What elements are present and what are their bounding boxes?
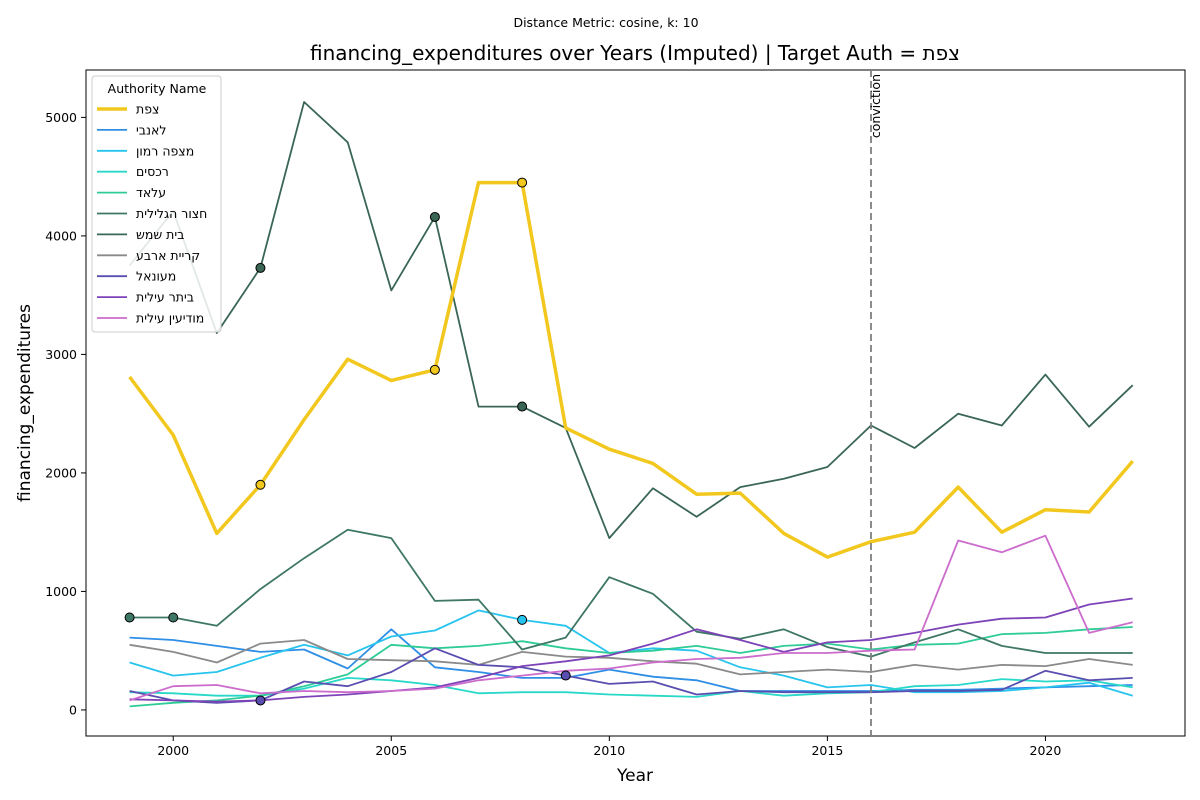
x-tick-label: 2020 bbox=[1030, 743, 1062, 758]
legend-label: קריית ארבע bbox=[136, 248, 200, 263]
imputed-point bbox=[560, 670, 571, 681]
x-tick-label: 2000 bbox=[157, 743, 189, 758]
legend-label: רכסים bbox=[136, 164, 169, 179]
y-tick-label: 4000 bbox=[45, 228, 77, 243]
x-axis-ticks: 2000 2005 2010 2015 2020 bbox=[157, 736, 1061, 758]
imputed-point bbox=[429, 211, 440, 222]
plot-area-frame bbox=[85, 69, 1186, 737]
imputed-point bbox=[124, 612, 135, 623]
imputed-point bbox=[255, 479, 266, 490]
series-line bbox=[129, 677, 1133, 698]
y-axis-ticks: 0 1000 2000 3000 4000 5000 bbox=[45, 110, 86, 717]
y-tick-label: 2000 bbox=[45, 465, 77, 480]
conviction-label: conviction bbox=[868, 74, 883, 138]
imputed-point bbox=[517, 614, 528, 625]
imputed-point bbox=[168, 612, 179, 623]
series-line bbox=[129, 597, 1133, 703]
legend-label: חצור הגלילית bbox=[136, 206, 207, 221]
y-tick-label: 0 bbox=[69, 702, 77, 717]
legend-label: מצפה רמון bbox=[136, 143, 194, 158]
series-line bbox=[129, 628, 1133, 692]
y-axis-label: financing_expenditures bbox=[15, 304, 35, 502]
legend-label: מודיעין עילית bbox=[136, 311, 204, 326]
legend-label: בית שמש bbox=[136, 227, 184, 242]
x-tick-label: 2010 bbox=[593, 743, 625, 758]
legend-frame bbox=[91, 75, 222, 333]
x-tick-label: 2005 bbox=[375, 743, 407, 758]
series-line bbox=[129, 528, 1133, 658]
imputed-point bbox=[255, 262, 266, 273]
imputed-point bbox=[429, 364, 440, 375]
legend-label: עלאד bbox=[136, 185, 166, 200]
y-tick-label: 5000 bbox=[45, 110, 77, 125]
legend-label: מעונאל bbox=[136, 269, 176, 284]
imputed-markers-layer bbox=[124, 177, 571, 706]
legend: Authority Name צפת לאנבי מצפה רמון רכסים עלא… bbox=[91, 75, 222, 333]
x-tick-label: 2015 bbox=[811, 743, 843, 758]
series-layer bbox=[128, 101, 1135, 708]
series-line bbox=[129, 639, 1133, 676]
legend-items: צפת לאנבי מצפה רמון רכסים עלאד חצור הגלילית בי… bbox=[97, 102, 207, 326]
imputed-point bbox=[517, 401, 528, 412]
legend-label: לאנבי bbox=[136, 122, 167, 137]
legend-label: ביתר עילית bbox=[136, 290, 194, 305]
x-axis-label: Year bbox=[616, 766, 653, 786]
series-line bbox=[129, 534, 1133, 702]
y-tick-label: 3000 bbox=[45, 347, 77, 362]
imputed-point bbox=[255, 695, 266, 706]
series-line bbox=[128, 101, 1134, 539]
legend-label: צפת bbox=[136, 102, 159, 117]
imputed-point bbox=[517, 177, 528, 188]
y-tick-label: 1000 bbox=[45, 584, 77, 599]
series-line bbox=[129, 647, 1133, 704]
series-line bbox=[129, 626, 1133, 708]
chart-suptitle: Distance Metric: cosine, k: 10 bbox=[513, 15, 698, 30]
series-line bbox=[129, 609, 1133, 697]
series-line bbox=[128, 180, 1135, 559]
legend-title: Authority Name bbox=[108, 81, 207, 96]
chart-title: financing_expenditures over Years (Imput… bbox=[310, 41, 960, 65]
